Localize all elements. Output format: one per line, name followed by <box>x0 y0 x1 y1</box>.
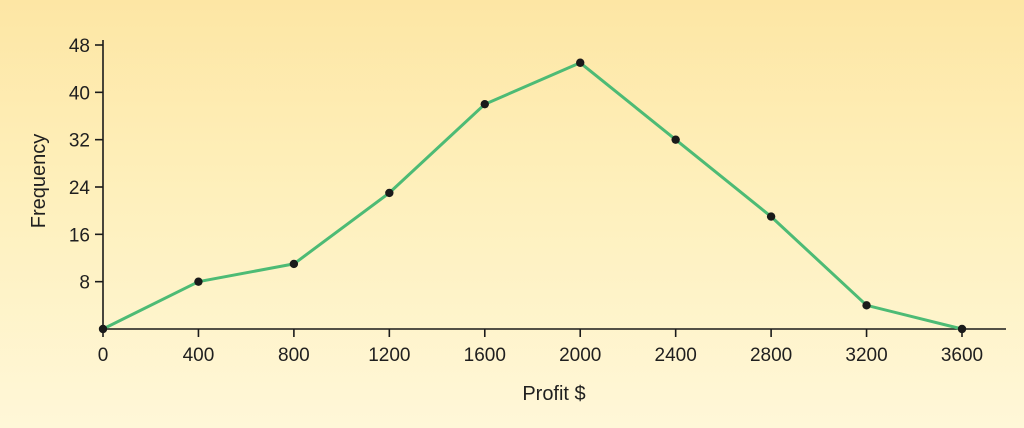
data-point <box>480 99 489 109</box>
y-tick-label: 48 <box>69 36 90 57</box>
x-tick-label: 2400 <box>655 345 697 366</box>
x-tick-label: 800 <box>278 345 310 366</box>
axes <box>102 40 1006 330</box>
series <box>101 61 964 331</box>
x-tick-label: 0 <box>98 345 109 366</box>
y-tick-label: 40 <box>69 83 90 104</box>
series-line <box>101 61 964 331</box>
ticks: 0 400 800 1200 1600 2000 2400 2800 3200 3600 8 16 24… <box>69 36 983 366</box>
x-axis-title: Profit $ <box>522 383 585 405</box>
data-point <box>98 324 108 334</box>
x-tick-label: 2000 <box>559 345 601 366</box>
x-tick-label: 2800 <box>750 345 792 366</box>
y-tick-label: 24 <box>69 178 91 199</box>
data-point <box>671 135 680 144</box>
data-points <box>98 58 967 334</box>
y-tick-label: 8 <box>79 273 90 294</box>
y-axis-title: Frequency <box>28 134 50 229</box>
x-tick-label: 3200 <box>845 345 887 366</box>
x-tick-label: 1200 <box>368 345 410 366</box>
data-point <box>957 324 967 334</box>
x-tick-label: 400 <box>183 345 215 366</box>
y-tick-label: 32 <box>69 131 90 152</box>
y-tick-label: 16 <box>69 225 90 246</box>
x-tick-label: 3600 <box>941 345 983 366</box>
data-point <box>576 58 585 67</box>
data-point <box>766 212 776 221</box>
data-point <box>194 277 203 286</box>
data-point <box>862 301 871 310</box>
data-point <box>385 188 394 198</box>
x-tick-label: 1600 <box>464 345 506 366</box>
data-point <box>289 259 299 269</box>
